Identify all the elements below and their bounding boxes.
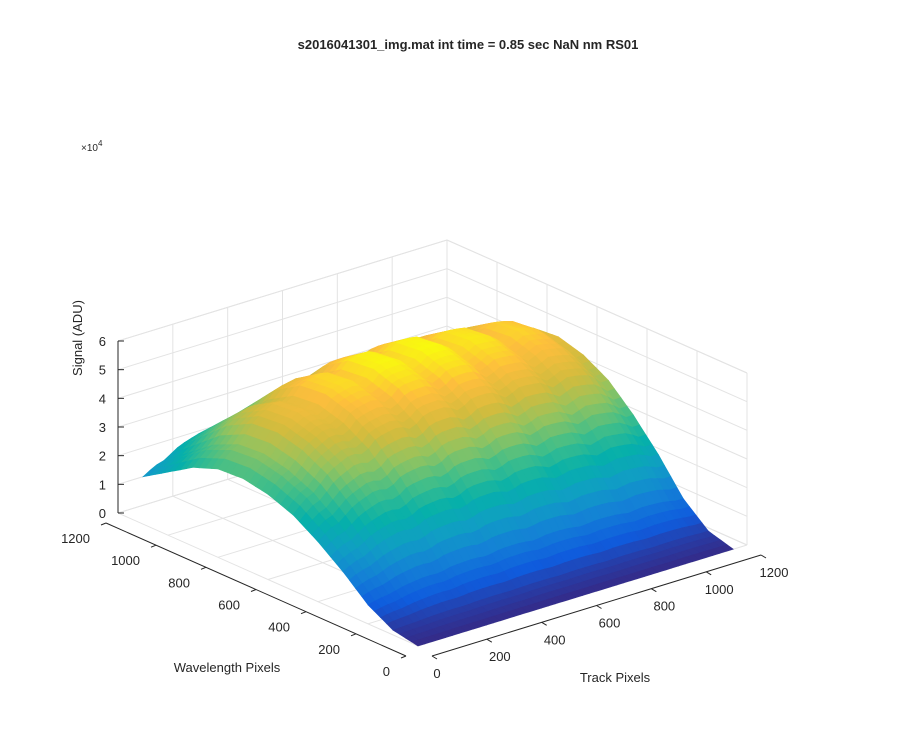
y-tick-mark <box>250 589 257 592</box>
x-tick-label: 0 <box>433 666 440 681</box>
x-tick-mark <box>760 554 767 559</box>
y-tick-label: 600 <box>218 598 240 613</box>
x-tick-label: 1200 <box>760 565 789 580</box>
box-edge <box>117 239 448 342</box>
x-tick-mark <box>541 621 547 626</box>
x-tick-mark <box>705 571 712 576</box>
box-edge <box>446 239 748 374</box>
y-tick-label: 800 <box>168 575 190 590</box>
y-tick-label: 1200 <box>61 531 90 546</box>
y-tick-mark <box>350 633 357 637</box>
z-tick-label: 1 <box>99 477 106 492</box>
y-tick-label: 1000 <box>111 553 140 568</box>
surface-layer <box>142 320 734 647</box>
z-tick-label: 0 <box>99 506 106 521</box>
y-tick-label: 200 <box>318 642 340 657</box>
z-tick-label: 4 <box>99 391 106 406</box>
y-tick-mark <box>150 544 157 548</box>
x-axis-label: Track Pixels <box>580 670 651 685</box>
y-tick-label: 0 <box>383 664 390 679</box>
x-tick-mark <box>431 655 438 660</box>
axes-layer: 0200400600800100012000200400600800100012… <box>61 334 788 681</box>
y-tick-mark <box>100 522 107 526</box>
y-tick-mark <box>200 566 207 570</box>
z-tick-label: 2 <box>99 449 106 464</box>
z-exponent-base: ×10 <box>81 143 98 154</box>
y-tick-label: 400 <box>268 620 290 635</box>
z-tick-label: 5 <box>99 363 106 378</box>
x-tick-mark <box>596 605 602 609</box>
y-axis-label: Wavelength Pixels <box>174 660 281 675</box>
y-tick-mark <box>300 611 307 615</box>
surface-patch <box>411 639 426 647</box>
label-layer: s2016041301_img.mat int time = 0.85 sec … <box>70 37 651 685</box>
z-exponent-label: ×104 <box>81 139 103 154</box>
x-tick-mark <box>651 588 657 593</box>
x-tick-mark <box>486 638 493 643</box>
chart-title: s2016041301_img.mat int time = 0.85 sec … <box>298 37 639 52</box>
z-tick-label: 6 <box>99 334 106 349</box>
x-tick-label: 200 <box>489 649 511 664</box>
z-axis-label: Signal (ADU) <box>70 300 85 376</box>
x-tick-label: 1000 <box>705 582 734 597</box>
x-tick-label: 400 <box>544 632 566 647</box>
y-tick-mark <box>400 655 407 659</box>
z-tick-label: 3 <box>99 420 106 435</box>
z-exponent-power: 4 <box>98 139 103 148</box>
x-tick-label: 600 <box>599 616 621 631</box>
x-tick-label: 800 <box>653 599 675 614</box>
